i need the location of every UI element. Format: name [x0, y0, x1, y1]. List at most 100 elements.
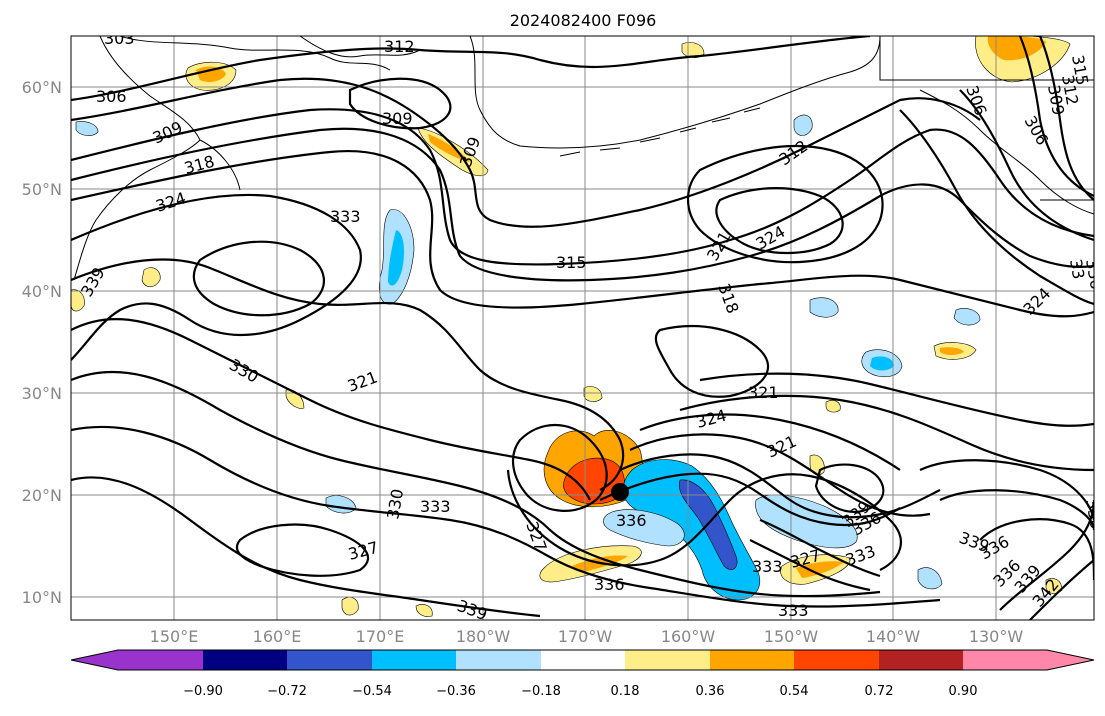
latitude-labels: 60°N 50°N 40°N 30°N 20°N 10°N	[22, 78, 62, 607]
contour-label: 321	[748, 383, 779, 402]
colorbar-tick-label: 0.90	[949, 684, 978, 699]
shaded-field	[71, 36, 1071, 617]
plot-title: 2024082400 F096	[510, 11, 657, 30]
contour-label: 315	[556, 253, 587, 272]
map-frame	[70, 35, 1095, 621]
contour-line	[71, 318, 591, 501]
contour-label: 333	[420, 497, 451, 516]
shade-lightblue-right2	[809, 297, 839, 318]
colorbar-segment	[541, 650, 625, 670]
lat-label-60n: 60°N	[22, 78, 62, 97]
lat-label-50n: 50°N	[22, 180, 62, 199]
contour-label: 336	[616, 511, 647, 530]
contour-line	[71, 150, 1094, 318]
contour-line	[71, 108, 1094, 266]
contour-line	[814, 463, 885, 514]
colorbar-tick-label: 0.54	[780, 684, 809, 699]
contour-label: 333	[778, 601, 809, 620]
colorbar-tick-label: −0.18	[521, 684, 561, 699]
contour-line	[919, 459, 1094, 521]
contour-label: 330	[1082, 497, 1105, 530]
colorbar-tick-label: −0.72	[267, 684, 307, 699]
colorbar-segment	[963, 650, 1047, 670]
contour-line	[899, 109, 1094, 306]
shade-lightblue-right4	[917, 567, 943, 590]
lon-label-150e: 150°E	[150, 627, 199, 646]
contour-line	[599, 472, 901, 527]
contour-line	[629, 433, 931, 517]
contour-line	[71, 193, 362, 361]
contour-line	[1038, 36, 1094, 201]
map-area: 303 312 306 309 309 309 318 324 333 312 …	[71, 29, 1105, 620]
colorbar-outline	[70, 649, 1095, 671]
longitude-labels: 150°E 160°E 170°E 180°W 170°W 160°W 150°…	[150, 627, 1024, 646]
shade-orange-ne	[987, 36, 1046, 61]
colorbar-tick-label: −0.36	[436, 684, 476, 699]
contour-line	[999, 499, 1094, 611]
contour-line	[759, 518, 881, 578]
shade-lightblue-right3	[953, 308, 981, 326]
colorbar-segment	[287, 650, 372, 670]
contour-label: 336	[1082, 257, 1105, 290]
contour-line	[71, 476, 541, 618]
coastlines	[73, 36, 1094, 281]
lon-label-170e: 170°E	[356, 627, 405, 646]
contour-line	[71, 36, 871, 102]
colorbar: −0.90 −0.72 −0.54 −0.36 −0.18 0.18 0.36 …	[70, 649, 1095, 699]
colorbar-tick-label: −0.90	[183, 684, 223, 699]
colorbar-tick-label: 0.36	[696, 684, 725, 699]
shade-lightblue-west2	[75, 121, 99, 136]
contour-line	[192, 240, 325, 317]
colorbar-segment	[625, 650, 710, 670]
lat-label-40n: 40°N	[22, 282, 62, 301]
contour-line	[1029, 559, 1094, 620]
lon-label-160e: 160°E	[253, 627, 302, 646]
colorbar-segment	[794, 650, 879, 670]
contour-label: 333	[330, 207, 361, 226]
colorbar-extend-low	[71, 650, 118, 670]
lat-label-10n: 10°N	[22, 588, 62, 607]
colorbar-segment	[456, 650, 541, 670]
contour-line	[1018, 36, 1094, 197]
shade-yellow-w3	[415, 604, 433, 617]
contour-line	[71, 127, 1094, 282]
lat-label-20n: 20°N	[22, 486, 62, 505]
contour-line	[512, 423, 608, 512]
contour-lines	[71, 36, 1094, 620]
contour-line	[715, 187, 844, 255]
contour-line	[71, 425, 941, 608]
contour-label: 33	[1066, 257, 1088, 280]
colorbar-segment	[118, 650, 203, 670]
shade-orange-nw	[196, 66, 226, 82]
coast-aleutians	[559, 107, 761, 157]
colorbar-tick-label: 0.72	[865, 684, 894, 699]
lat-label-30n: 30°N	[22, 384, 62, 403]
contour-line	[71, 258, 625, 491]
contour-line	[749, 539, 871, 592]
coast-chukotka	[299, 36, 421, 58]
shade-yellow-w4	[141, 267, 161, 288]
lon-label-160w: 160°W	[661, 627, 716, 646]
colorbar-extend-high	[1047, 650, 1094, 670]
shade-yellow-w2	[341, 597, 359, 616]
contour-label: 336	[594, 575, 625, 594]
lon-label-170w: 170°W	[558, 627, 613, 646]
contour-label: 303	[104, 29, 135, 48]
contour-line	[959, 89, 1094, 242]
contour-label: 306	[96, 87, 127, 106]
colorbar-segment	[710, 650, 794, 670]
shade-lightblue-west3	[793, 114, 813, 136]
contour-line	[639, 413, 901, 471]
contour-line	[687, 144, 884, 264]
coast-canada	[919, 89, 1094, 215]
shade-blue-right1	[870, 356, 894, 371]
contour-label: 333	[752, 557, 783, 576]
coast-border	[879, 36, 1094, 201]
contour-line	[506, 469, 902, 571]
contour-line	[979, 518, 1094, 581]
shade-blue-dateline	[388, 230, 404, 286]
lon-label-150w: 150°W	[764, 627, 819, 646]
contour-line	[679, 394, 1094, 472]
